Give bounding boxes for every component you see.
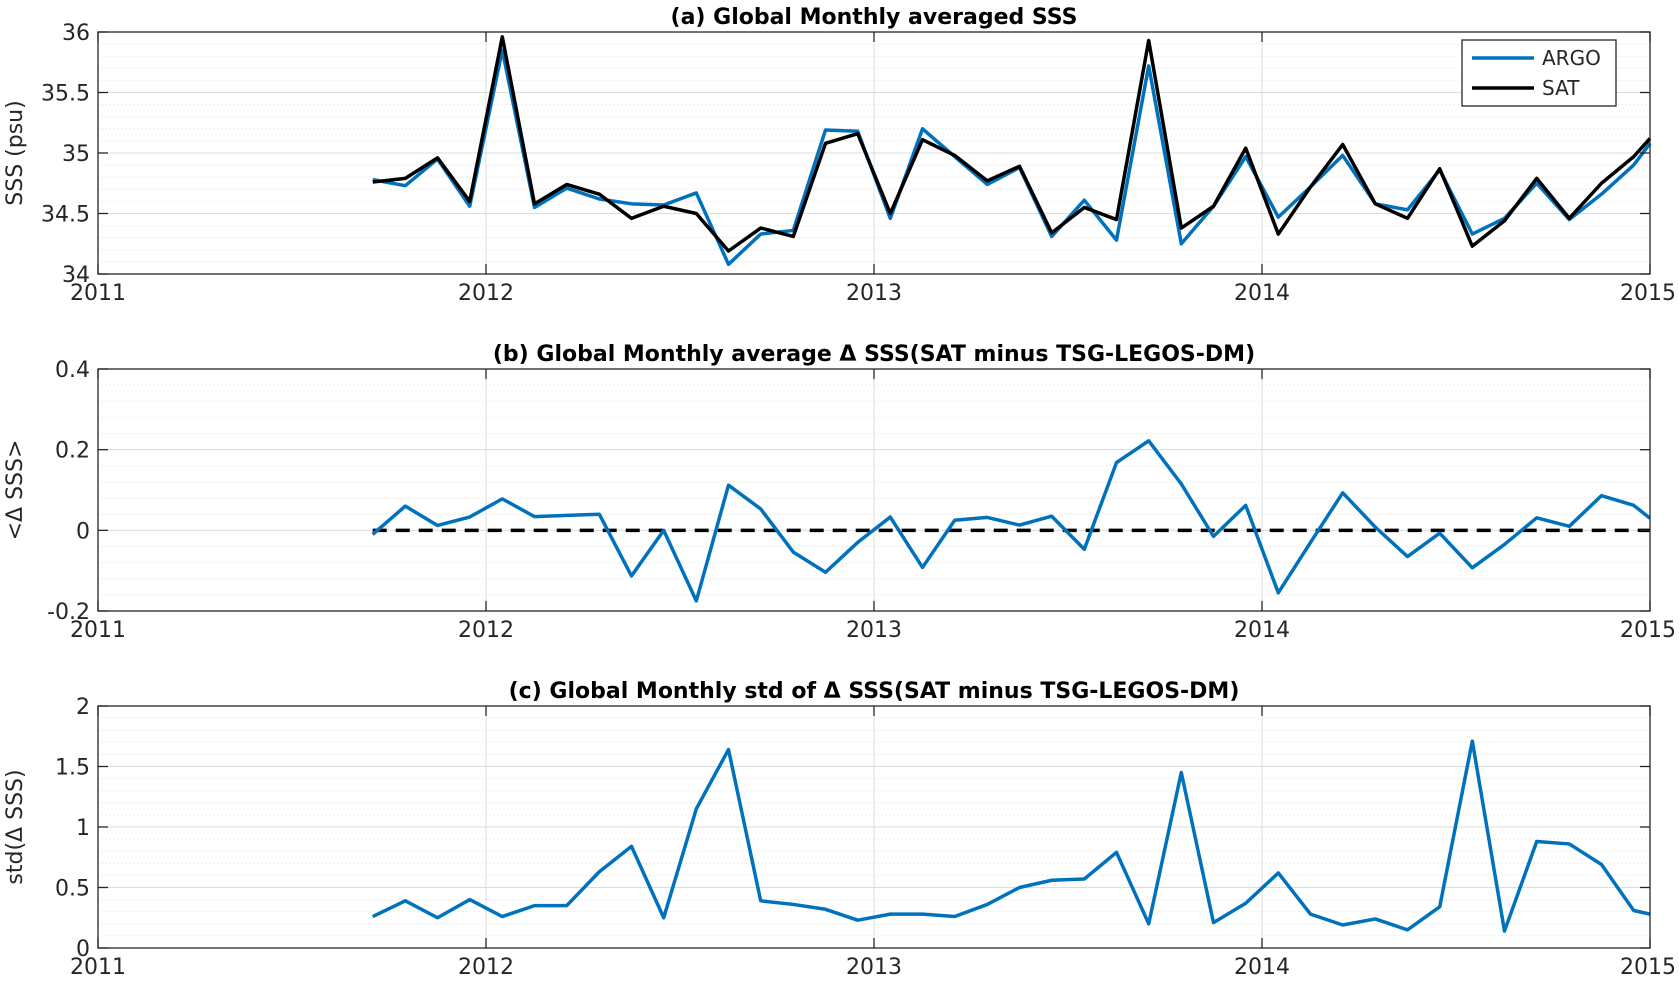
y-axis-label: std(Δ SSS) [3, 769, 28, 884]
y-tick-label: 0.5 [55, 877, 90, 902]
x-tick-label: 2014 [1234, 955, 1290, 980]
y-axis-label: <Δ SSS> [3, 440, 28, 541]
x-tick-label: 2013 [846, 618, 902, 643]
y-tick-label: 2 [76, 695, 90, 720]
series-line-delta-sss [371, 739, 1651, 933]
x-tick-label: 2015 [1620, 955, 1676, 980]
x-tick-label: 2012 [458, 281, 514, 306]
x-tick-label: 2014 [1234, 281, 1290, 306]
y-tick-label: -0.2 [47, 600, 90, 625]
y-tick-label: 35.5 [41, 82, 90, 107]
y-tick-label: 34 [62, 263, 90, 288]
chart-title: (a) Global Monthly averaged SSS [671, 5, 1078, 30]
y-tick-label: 34.5 [41, 203, 90, 228]
legend-label-sat: SAT [1542, 76, 1580, 100]
chart-title: (b) Global Monthly average Δ SSS(SAT min… [493, 342, 1255, 367]
series-line-delta-sss [371, 439, 1652, 603]
x-tick-label: 2011 [70, 955, 126, 980]
x-tick-label: 2013 [846, 955, 902, 980]
y-tick-label: 36 [62, 21, 90, 46]
x-tick-label: 2014 [1234, 618, 1290, 643]
panel-a: 2011 2012 2013 2014 2015 34 34.5 35 35.5 36 (a) Gl… [3, 5, 1676, 306]
y-tick-label: 0.2 [55, 439, 90, 464]
x-tick-label: 2011 [70, 618, 126, 643]
legend-label-argo: ARGO [1542, 46, 1601, 70]
panel-b: 2011 2012 2013 2014 2015 -0.2 0 0.2 0.4 (b) Globa… [3, 342, 1676, 643]
y-tick-label: 0 [76, 937, 90, 962]
y-tick-label: 1 [76, 816, 90, 841]
chart-title: (c) Global Monthly std of Δ SSS(SAT minu… [509, 679, 1240, 704]
x-tick-label: 2012 [458, 618, 514, 643]
x-tick-label: 2011 [70, 281, 126, 306]
x-tick-label: 2015 [1620, 618, 1676, 643]
y-tick-label: 0 [76, 519, 90, 544]
y-tick-label: 0.4 [55, 358, 90, 383]
y-axis-label: SSS (psu) [3, 100, 28, 205]
x-tick-label: 2012 [458, 955, 514, 980]
y-tick-label: 1.5 [55, 756, 90, 781]
panel-c: 2011 2012 2013 2014 2015 0 0.5 1 1.5 2 (c) Global … [3, 679, 1676, 980]
x-tick-label: 2015 [1620, 281, 1676, 306]
y-tick-label: 35 [62, 142, 90, 167]
series-line-sat [372, 35, 1652, 253]
x-tick-label: 2013 [846, 281, 902, 306]
legend-box [1461, 39, 1617, 107]
